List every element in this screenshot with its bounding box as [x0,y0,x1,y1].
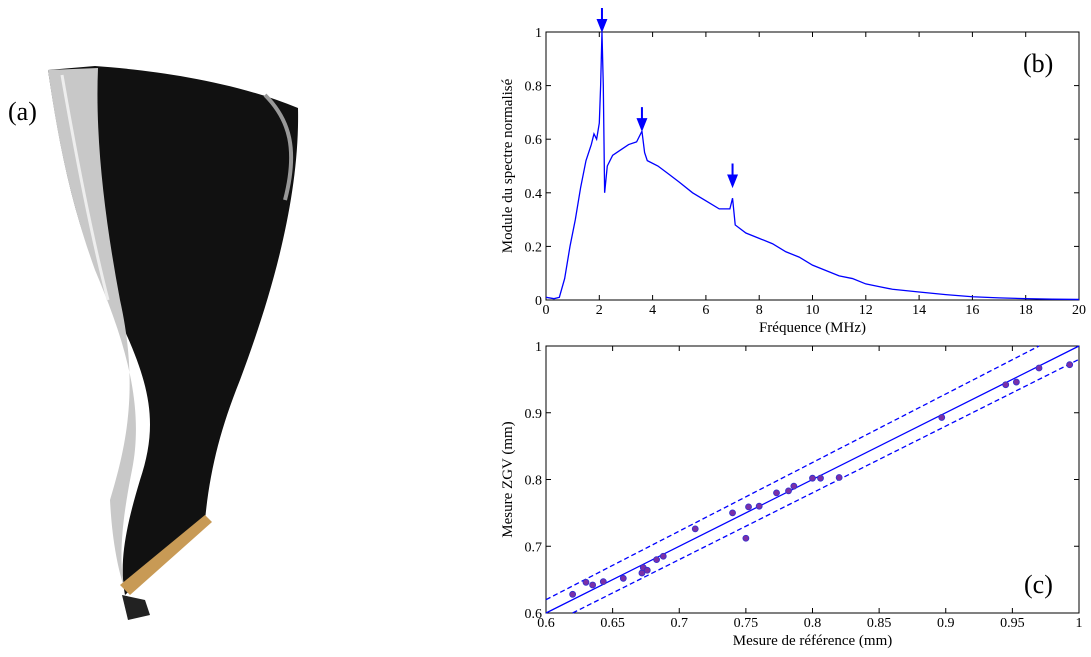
blade-photo [48,66,299,620]
x-tick-label: 0.85 [867,616,892,631]
arrow [636,107,648,132]
data-point [742,534,750,542]
x-tick-label: 8 [756,303,763,318]
y-tick-label: 0.9 [525,407,543,422]
data-point [745,503,752,511]
y-tick-label: 0.6 [525,607,543,622]
arrow [727,163,739,189]
data-point [755,502,763,510]
x-tick-label: 10 [806,303,820,318]
x-tick-label: 0.9 [937,616,955,631]
x-axis-label: Mesure de référence (mm) [733,633,893,649]
data-point [599,578,607,586]
x-tick-label: 0.6 [537,616,555,631]
data-point [691,525,699,533]
x-tick-label: 4 [649,303,656,318]
data-point [1066,361,1074,369]
x-tick-label: 2 [596,303,603,318]
data-point [589,581,597,589]
data-point [809,474,816,482]
x-tick-label: 1 [1076,616,1083,631]
x-tick-label: 20 [1072,303,1086,318]
panel-label: (c) [1024,570,1053,599]
data-point [773,489,780,497]
y-tick-label: 0 [535,294,542,309]
spectrum-line [545,31,1080,301]
data-point [619,574,627,582]
data-point [1035,364,1043,372]
y-tick-label: 0.2 [525,240,543,255]
data-point [817,474,824,482]
data-point [785,487,792,495]
y-axis-label: Module du spectre normalisé [500,78,516,253]
data-point [653,556,660,563]
x-tick-label: 6 [702,303,709,318]
x-tick-label: 18 [1019,303,1033,318]
data-point [659,552,667,560]
x-tick-label: 14 [912,303,926,318]
panel-label: (a) [8,97,37,126]
arrow [596,8,608,33]
data-point [582,578,590,586]
x-tick-label: 0.8 [804,616,822,631]
data-point [729,509,736,517]
data-point [938,414,946,421]
data-point [569,590,577,598]
y-tick-label: 0.7 [525,540,543,555]
y-tick-label: 0.8 [525,474,543,489]
y-tick-label: 1 [535,26,542,41]
x-tick-label: 0 [543,303,550,318]
x-tick-label: 0.7 [671,616,689,631]
fit-line [545,345,1040,601]
panel-label: (b) [1023,49,1053,78]
x-axis-label: Fréquence (MHz) [759,320,866,336]
data-point [643,566,651,574]
y-tick-label: 0.6 [525,133,543,148]
y-tick-label: 1 [535,340,542,355]
data-point [835,474,843,481]
fit-line [572,358,1080,614]
x-tick-label: 16 [965,303,979,318]
data-point [1012,378,1020,386]
y-tick-label: 0.8 [525,80,543,95]
y-axis-label: Mesure ZGV (mm) [500,421,516,537]
data-point [790,482,798,490]
y-tick-label: 0.4 [525,187,543,202]
plot-frame [545,31,1080,301]
x-tick-label: 0.65 [600,616,625,631]
x-tick-label: 0.75 [734,616,759,631]
data-point [1002,381,1010,389]
x-tick-label: 12 [859,303,873,318]
x-tick-label: 0.95 [1000,616,1025,631]
